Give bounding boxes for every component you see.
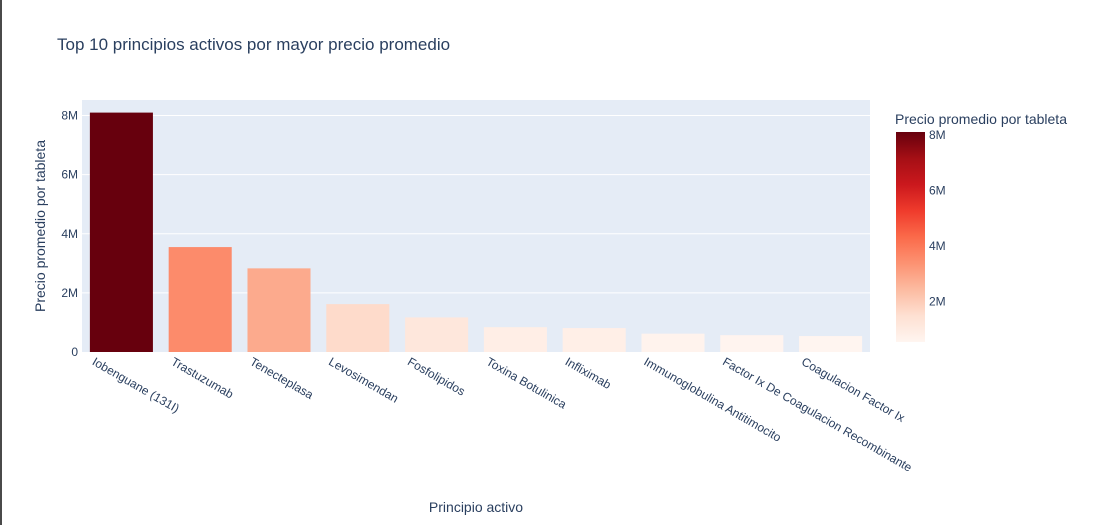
bar [326,304,390,352]
bar [720,335,784,352]
x-tick-label: Levosimendan [326,354,401,405]
bar [799,336,863,352]
chart-title: Top 10 principios activos por mayor prec… [57,35,450,54]
y-axis-ticks: 0 2M 4M 6M 8M [61,109,78,359]
y-axis-title: Precio promedio por tableta [32,140,48,312]
bar [89,112,153,352]
bar [483,327,547,352]
x-tick-label: Tenecteplasa [248,354,317,402]
bar [562,328,626,352]
y-tick-label: 4M [61,227,78,241]
y-tick-label: 8M [61,109,78,123]
window-edge [0,0,2,525]
x-tick-label: Fosfolipidos [405,354,467,398]
x-axis-title: Principio activo [429,499,523,515]
colorbar-ticks: 2M 4M 6M 8M [929,128,946,309]
y-tick-label: 2M [61,286,78,300]
colorbar-gradient [896,132,925,342]
colorbar-tick-label: 8M [929,128,946,142]
x-tick-label: Iobenguane (131I) [90,354,182,415]
x-tick-label: Trastuzumab [169,354,237,401]
colorbar-tick-label: 2M [929,294,946,308]
colorbar-tick-label: 6M [929,183,946,197]
y-tick-label: 0 [71,345,78,359]
bar [641,333,705,352]
bar [168,247,232,352]
x-tick-label: Immunoglobulina Antitimocito [642,354,784,444]
x-axis-ticks: Iobenguane (131I)Trastuzumab Tenecteplasa… [90,354,915,474]
colorbar-tick-label: 4M [929,239,946,253]
y-tick-label: 6M [61,168,78,182]
bar [247,268,311,352]
x-tick-label: Infliximab [563,354,614,392]
x-tick-label: Toxina Botulinica [484,354,569,411]
bars [89,112,863,352]
colorbar: Precio promedio por tableta 2M 4M 6M 8M [895,111,1067,342]
bar [405,317,469,352]
colorbar-title: Precio promedio por tableta [895,111,1067,127]
